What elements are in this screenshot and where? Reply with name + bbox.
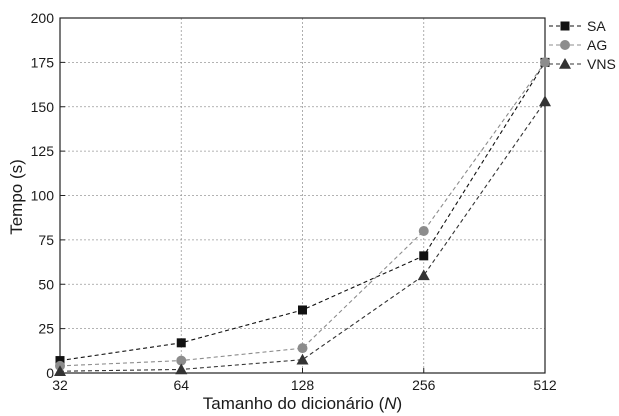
x-tick-label: 32 (52, 377, 68, 393)
y-tick-label: 200 (31, 10, 55, 26)
series-line-ag (59, 62, 546, 367)
data-point-vns (417, 269, 430, 281)
x-axis-label-suffix: ) (396, 394, 403, 413)
y-tick-label: 75 (38, 232, 54, 248)
x-tick-label: 256 (412, 377, 436, 393)
y-tick-label: 0 (46, 365, 54, 381)
legend-marker-ag (560, 40, 570, 50)
data-point-sa (55, 356, 65, 366)
data-point-vns (54, 365, 66, 377)
y-tick-label: 125 (31, 143, 55, 159)
y-tick-label: 150 (31, 99, 55, 115)
data-point-vns (296, 353, 309, 365)
legend-marker-vns (559, 58, 571, 69)
data-point-ag (418, 226, 429, 236)
y-tick-label: 100 (31, 188, 55, 204)
legend-label-vns: VNS (587, 56, 616, 72)
x-tick-label: 512 (533, 377, 557, 393)
data-point-ag (297, 343, 308, 354)
x-axis-label-variable: N (384, 394, 397, 413)
x-axis-ticks: 32 64 128 256 512 (52, 368, 557, 393)
data-point-sa (419, 251, 429, 261)
series-ag (55, 57, 550, 371)
series-vns (54, 95, 551, 377)
series-layer (54, 57, 551, 377)
data-point-sa (298, 305, 307, 315)
x-axis-label-prefix: Tamanho do dicionário ( (202, 394, 385, 413)
legend: SA AG VNS (549, 18, 616, 72)
y-axis-label: Tempo (s) (7, 159, 26, 235)
data-point-ag (540, 57, 550, 68)
x-tick-label: 128 (291, 377, 315, 393)
y-tick-label: 25 (38, 321, 54, 337)
data-point-ag (176, 355, 187, 366)
data-point-vns (539, 95, 551, 107)
data-point-sa (176, 338, 186, 348)
legend-label-sa: SA (587, 18, 606, 34)
legend-label-ag: AG (587, 37, 607, 53)
x-tick-label: 64 (173, 377, 189, 393)
x-axis-label: Tamanho do dicionário (N) (60, 394, 545, 414)
grid (60, 18, 545, 373)
y-tick-label: 50 (38, 276, 54, 292)
series-line-vns (59, 101, 546, 372)
y-tick-label: 175 (31, 54, 55, 70)
legend-marker-sa (560, 21, 570, 31)
data-point-vns (175, 363, 188, 375)
